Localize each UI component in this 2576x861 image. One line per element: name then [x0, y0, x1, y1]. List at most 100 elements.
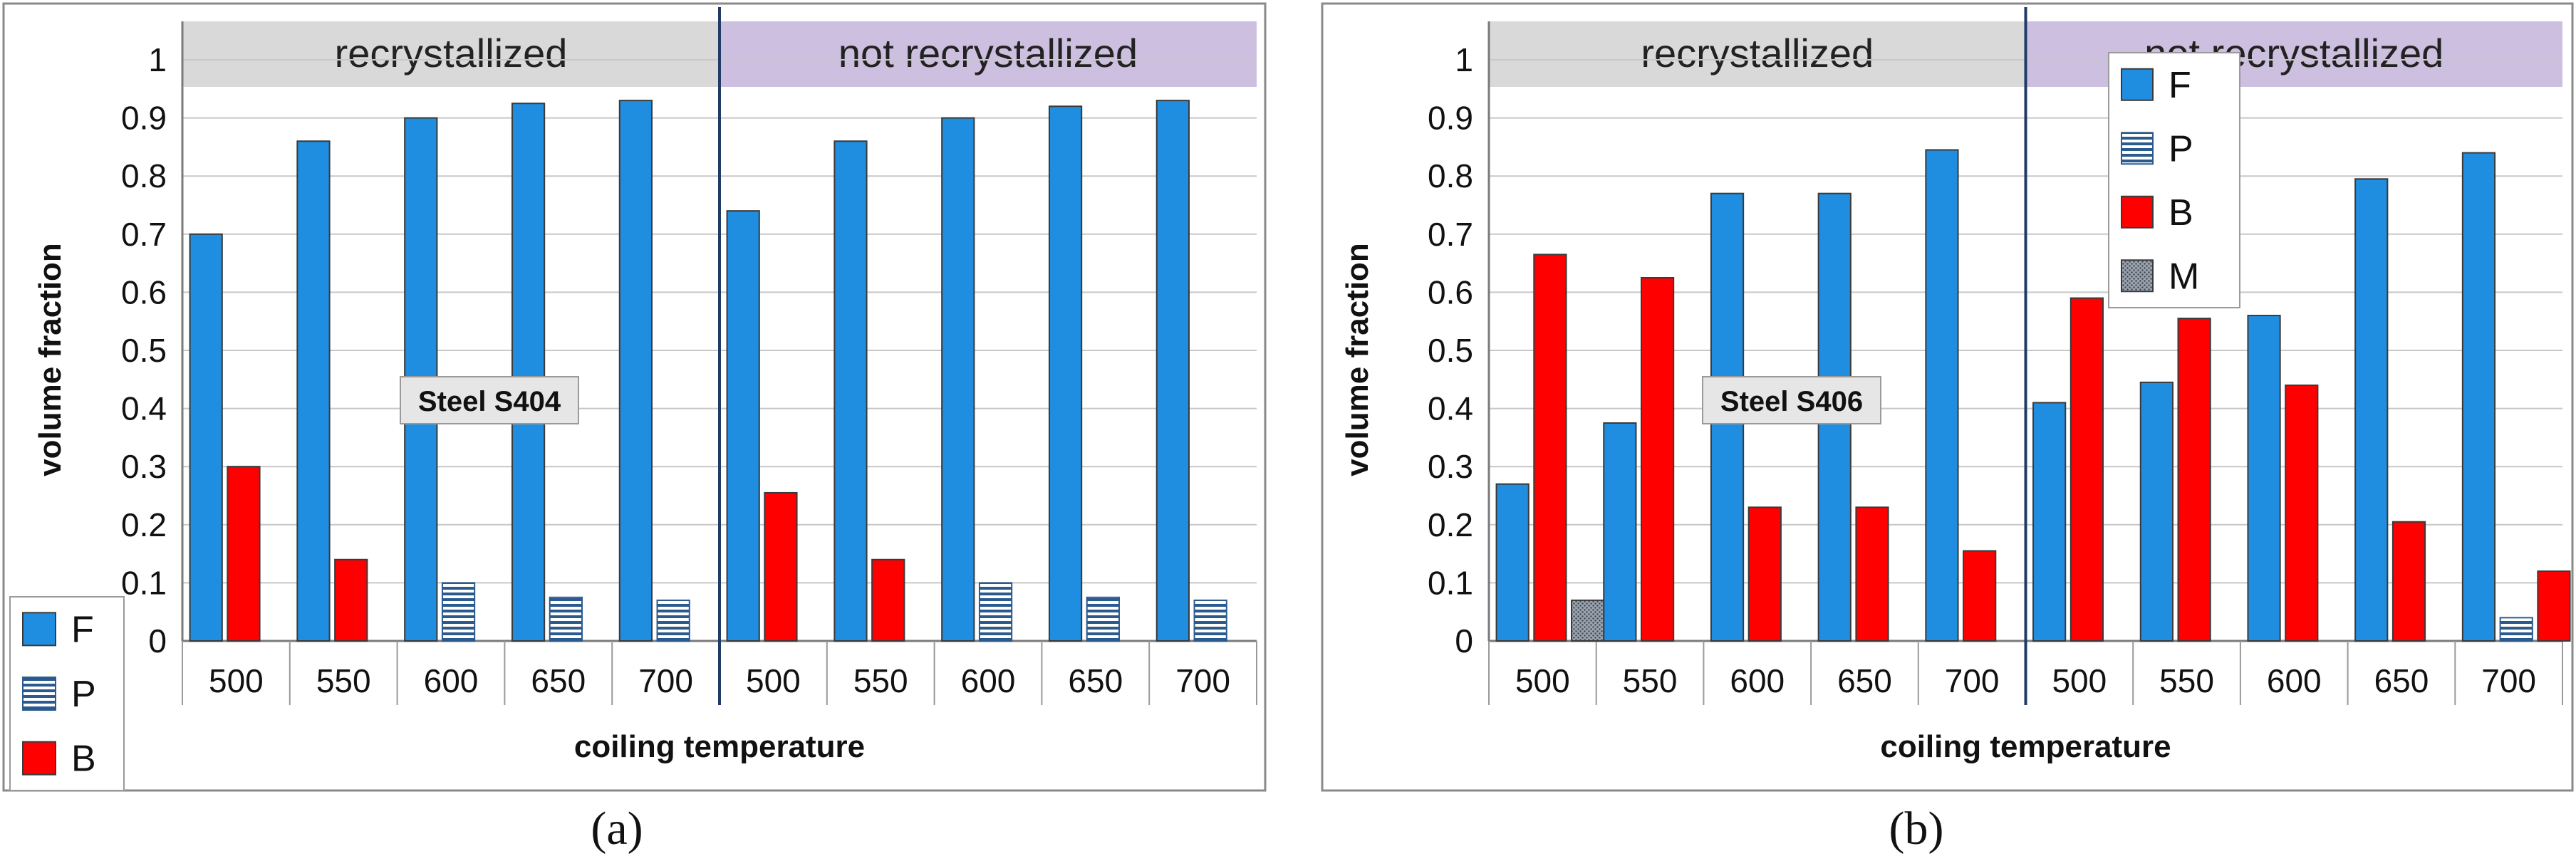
bar-F-700 [1155, 100, 1190, 642]
legend-swatch-F [2121, 68, 2154, 101]
y-tick-label: 0.8 [1428, 157, 1473, 194]
y-axis-title: volume fraction [33, 243, 68, 476]
bar-B-550 [1640, 277, 1675, 642]
x-tick-label: 600 [2267, 662, 2322, 699]
legend-label-F: F [71, 609, 94, 650]
x-tick-label: 700 [1175, 662, 1230, 699]
region-label: recrystallized [335, 31, 568, 75]
x-tick-label: 550 [1623, 662, 1678, 699]
legend-label-P: P [71, 674, 96, 715]
bar-F-550 [2139, 381, 2174, 642]
x-tick-label: 700 [638, 662, 693, 699]
legend-label-F: F [2169, 65, 2191, 106]
x-tick-label: 700 [1945, 662, 2000, 699]
bar-B-500 [2069, 297, 2104, 642]
y-tick-label: 0.8 [121, 157, 167, 194]
x-axis-title: coiling temperature [1880, 729, 2171, 764]
region-header-not-recrystallized [720, 21, 1257, 87]
x-tick-label: 500 [2052, 662, 2107, 699]
y-tick-label: 0.7 [1428, 216, 1473, 253]
y-tick-label: 0.1 [121, 564, 167, 601]
bar-B-500 [1533, 254, 1567, 642]
y-tick-label: 0.4 [1428, 390, 1473, 427]
x-tick-label: 550 [853, 662, 908, 699]
bar-F-650 [1048, 105, 1083, 642]
y-tick-label: 0.4 [121, 390, 167, 427]
y-tick-label: 0.5 [1428, 332, 1473, 369]
x-tick-label: 500 [209, 662, 264, 699]
y-axis-title: volume fraction [1340, 243, 1375, 476]
x-tick-label: 500 [746, 662, 801, 699]
region-label: not recrystallized [838, 31, 1138, 75]
legend-swatch-M [2121, 259, 2154, 293]
bar-B-500 [764, 491, 798, 642]
y-tick-label: 0.7 [121, 216, 167, 253]
y-tick-label: 0.9 [121, 100, 167, 137]
x-tick-label: 550 [316, 662, 371, 699]
y-tick-label: 1 [1455, 41, 1473, 78]
bar-B-550 [334, 558, 368, 642]
region-header-recrystallized [1489, 21, 2026, 87]
x-tick-label: 550 [2159, 662, 2214, 699]
legend-swatch-P [22, 677, 56, 711]
x-tick-label: 650 [1068, 662, 1123, 699]
y-tick-label: 0.2 [1428, 506, 1473, 543]
bar-M-500 [1571, 599, 1605, 642]
x-tick-label: 500 [1515, 662, 1570, 699]
bar-F-700 [1925, 149, 1959, 642]
bar-F-700 [2461, 152, 2496, 642]
x-axis-title: coiling temperature [574, 729, 865, 764]
bar-P-700 [1193, 599, 1227, 642]
x-tick-label: 600 [1730, 662, 1785, 699]
bar-F-650 [2354, 178, 2389, 642]
bar-F-500 [189, 233, 223, 642]
bar-F-700 [618, 100, 653, 642]
x-tick-label: 650 [1837, 662, 1892, 699]
bar-B-700 [2537, 570, 2571, 642]
bar-F-500 [1495, 483, 1530, 642]
bar-B-600 [1747, 506, 1782, 642]
x-tick-label: 650 [2374, 662, 2429, 699]
y-tick-label: 0.3 [1428, 448, 1473, 485]
legend: FPB [9, 596, 125, 791]
legend-swatch-P [2121, 132, 2154, 165]
y-tick-label: 0.1 [1428, 564, 1473, 601]
bar-P-700 [656, 599, 690, 642]
legend-swatch-B [22, 741, 56, 776]
y-tick-label: 0.3 [121, 448, 167, 485]
bar-P-700 [2499, 617, 2533, 642]
x-tick-label: 700 [2481, 662, 2536, 699]
bar-B-600 [2285, 384, 2319, 642]
x-tick-label: 650 [531, 662, 586, 699]
y-tick-label: 0.5 [121, 332, 167, 369]
bar-B-500 [227, 466, 261, 642]
region-label: recrystallized [1641, 31, 1874, 75]
bar-F-550 [1603, 422, 1637, 642]
bar-F-600 [2247, 315, 2281, 642]
bar-F-550 [833, 140, 868, 642]
y-tick-label: 0 [148, 622, 167, 659]
region-header-recrystallized [182, 21, 720, 87]
y-tick-label: 0.9 [1428, 100, 1473, 137]
bar-P-650 [549, 596, 583, 642]
legend-label-M: M [2169, 256, 2199, 297]
annotation-label: Steel S406 [1720, 386, 1863, 417]
x-tick-label: 600 [424, 662, 479, 699]
bar-F-600 [941, 117, 975, 642]
bar-B-550 [2177, 318, 2211, 642]
chart-panel-b: recrystallized not recrystallized00.10.20… [1321, 2, 2574, 855]
legend-swatch-B [2121, 195, 2154, 229]
bar-F-550 [296, 140, 331, 642]
legend-swatch-F [22, 612, 56, 647]
bar-F-650 [511, 103, 546, 642]
bar-B-650 [1855, 506, 1889, 642]
legend-label-B: B [2169, 192, 2193, 234]
bar-P-650 [1086, 596, 1120, 642]
x-tick-label: 600 [961, 662, 1016, 699]
annotation-box [400, 376, 579, 424]
bar-B-550 [871, 558, 905, 642]
bar-F-500 [2032, 402, 2067, 642]
